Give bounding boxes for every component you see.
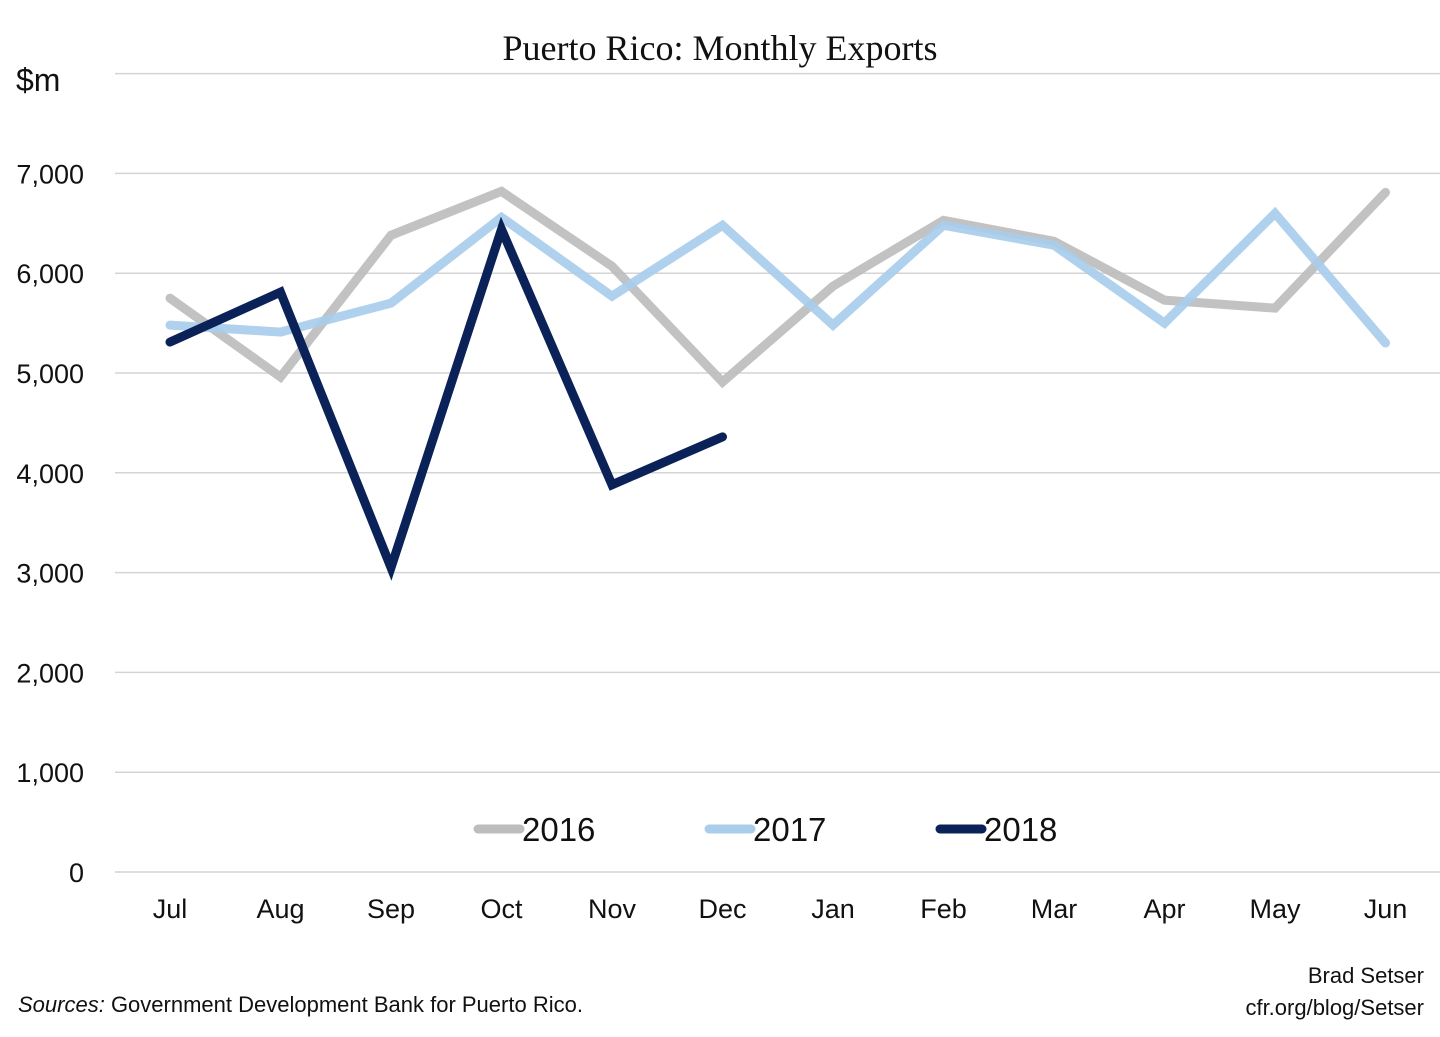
chart-title: Puerto Rico: Monthly Exports xyxy=(503,28,938,68)
credit: Brad Setser cfr.org/blog/Setser xyxy=(1245,960,1424,1024)
y-axis-ticks: 0 1,000 2,000 3,000 4,000 5,000 6,000 7,000 xyxy=(16,159,84,888)
x-tick-label: Jan xyxy=(811,894,855,924)
legend-label-2016: 2016 xyxy=(522,811,595,848)
legend: 2016 2017 2018 xyxy=(473,811,1057,848)
x-tick-label: Jul xyxy=(153,894,188,924)
x-tick-label: Mar xyxy=(1031,894,1078,924)
y-tick-label: 5,000 xyxy=(16,359,84,389)
y-tick-label: 7,000 xyxy=(16,159,84,189)
x-tick-label: Aug xyxy=(256,894,304,924)
x-tick-label: Apr xyxy=(1143,894,1185,924)
y-tick-label: 1,000 xyxy=(16,758,84,788)
x-tick-label: Feb xyxy=(920,894,967,924)
sources-text: Government Development Bank for Puerto R… xyxy=(104,992,583,1017)
x-axis-ticks: Jul Aug Sep Oct Nov Dec Jan Feb Mar Apr May Jun xyxy=(153,894,1408,924)
legend-label-2017: 2017 xyxy=(753,811,826,848)
series-line-2017 xyxy=(165,206,1390,348)
y-tick-label: 0 xyxy=(69,858,84,888)
legend-label-2018: 2018 xyxy=(984,811,1057,848)
y-tick-label: 4,000 xyxy=(16,459,84,489)
x-tick-label: May xyxy=(1249,894,1301,924)
y-tick-label: 6,000 xyxy=(16,259,84,289)
author-name: Brad Setser xyxy=(1307,963,1424,988)
sources-note: Sources: Government Development Bank for… xyxy=(18,992,583,1018)
x-tick-label: Oct xyxy=(480,894,523,924)
x-tick-label: Sep xyxy=(367,894,415,924)
series-line-2018 xyxy=(165,216,727,581)
y-axis-unit: $m xyxy=(16,62,60,98)
gridlines xyxy=(115,72,1440,873)
sources-label: Sources: xyxy=(18,992,105,1017)
x-tick-label: Nov xyxy=(588,894,637,924)
series-lines xyxy=(165,186,1390,581)
x-tick-label: Dec xyxy=(698,894,746,924)
blog-url: cfr.org/blog/Setser xyxy=(1245,995,1424,1020)
y-tick-label: 3,000 xyxy=(16,559,84,589)
x-tick-label: Jun xyxy=(1364,894,1408,924)
y-tick-label: 2,000 xyxy=(16,658,84,688)
